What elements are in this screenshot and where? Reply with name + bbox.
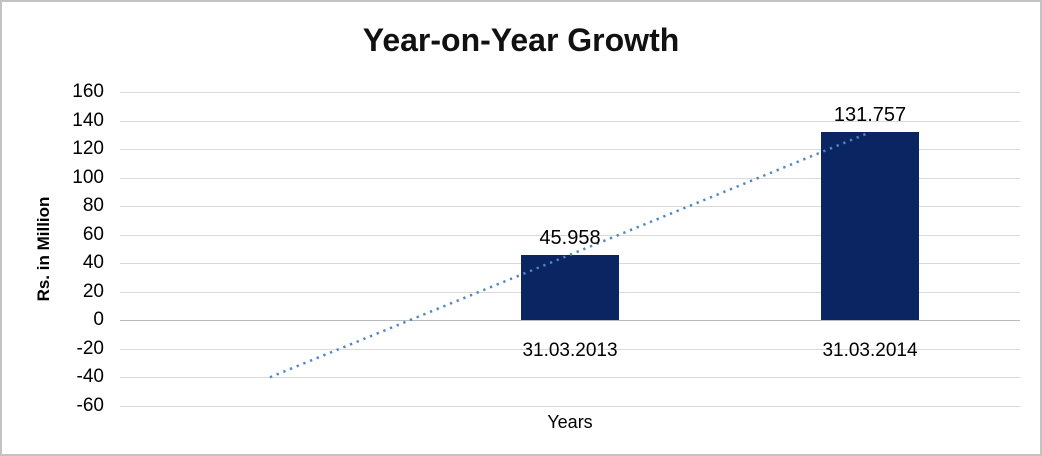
category-label: 31.03.2014 bbox=[822, 340, 918, 362]
gridline bbox=[120, 406, 1020, 407]
y-tick-label: -60 bbox=[76, 395, 104, 416]
gridline bbox=[120, 92, 1020, 93]
bar bbox=[521, 254, 619, 321]
chart-title: Year-on-Year Growth bbox=[362, 22, 680, 58]
x-axis-title: Years bbox=[547, 412, 593, 432]
gridline bbox=[120, 377, 1020, 379]
category-label: 31.03.2013 bbox=[522, 340, 618, 362]
x-axis-line bbox=[120, 320, 1020, 322]
y-tick-label: 40 bbox=[82, 252, 104, 274]
y-tick-label: 60 bbox=[82, 223, 104, 245]
y-tick-label: 140 bbox=[72, 109, 104, 131]
y-tick-label: 100 bbox=[72, 166, 104, 188]
y-tick-label: -40 bbox=[76, 366, 104, 388]
y-tick-label: 20 bbox=[82, 280, 104, 302]
y-tick-label: -20 bbox=[76, 337, 104, 359]
bar-value-label: 45.958 bbox=[539, 226, 601, 249]
y-tick-label: 80 bbox=[82, 195, 104, 217]
y-tick-label: 0 bbox=[93, 309, 104, 331]
bar-value-label: 131.757 bbox=[833, 104, 907, 127]
bar bbox=[821, 132, 919, 321]
y-tick-label: 120 bbox=[72, 138, 104, 160]
y-tick-label: 160 bbox=[72, 81, 104, 102]
plot-area: 160 140 120 100 80 60 40 20 0 -20 -40 -60 31.03.2013… bbox=[72, 81, 1020, 416]
gridline bbox=[120, 120, 1020, 122]
